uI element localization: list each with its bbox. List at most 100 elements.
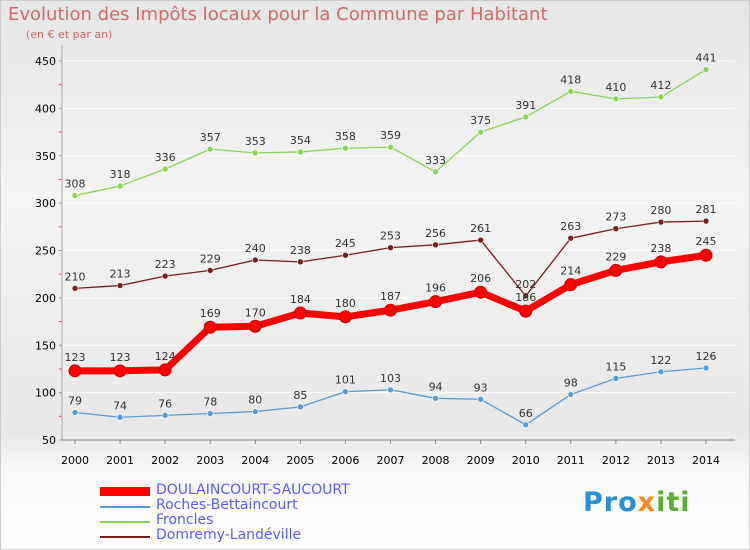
data-point [251,256,259,264]
data-label: 229 [200,252,221,265]
x-tick-label: 2009 [467,454,495,467]
data-label: 74 [113,399,127,412]
y-tick-label: 200 [35,292,56,305]
data-point [116,182,124,190]
data-point [161,412,169,419]
data-point [432,241,439,249]
legend-label: Roches-Bettaincourt [156,497,298,513]
chart-subtitle: (en € et par an) [26,28,113,41]
data-label: 354 [290,134,311,147]
data-point [342,251,349,259]
legend-label: Domremy-Landéville [156,527,302,543]
data-point [251,149,259,157]
data-label: 280 [650,204,671,217]
data-label: 441 [696,52,717,65]
chart-title: Evolution des Impôts locaux pour la Comm… [8,4,548,25]
y-tick-label: 350 [35,150,56,163]
legend-swatch [100,520,150,523]
data-point [342,144,349,152]
x-tick-label: 2002 [151,454,179,467]
y-tick-label: 100 [35,387,56,400]
data-point [203,320,217,334]
data-point [387,143,394,151]
data-point [519,304,533,318]
data-label: 79 [68,395,82,408]
data-label: 85 [293,389,307,402]
data-label: 256 [425,227,446,240]
data-point [702,66,710,73]
data-point [161,272,169,280]
data-label: 210 [65,270,86,283]
x-tick-label: 2014 [692,454,720,467]
data-label: 336 [155,151,176,164]
data-label: 229 [605,250,626,263]
data-point [206,267,214,274]
x-tick-label: 2003 [196,454,224,467]
data-point [564,278,578,292]
data-point [71,192,79,199]
x-tick-label: 2001 [106,454,134,467]
data-label: 115 [605,360,626,373]
data-label: 122 [650,354,671,367]
data-point [297,258,304,266]
data-label: 98 [564,377,578,390]
data-label: 202 [515,278,536,291]
legend-swatch [100,535,150,538]
data-label: 206 [470,272,491,285]
data-point [293,306,307,320]
data-point [297,403,304,411]
data-point [522,421,530,429]
data-point [384,303,397,317]
data-label: 359 [380,129,401,142]
x-tick-label: 2007 [377,454,405,467]
data-point [609,263,623,277]
data-label: 410 [605,81,626,94]
data-label: 94 [429,380,443,393]
data-point [654,255,668,269]
data-point [338,310,352,324]
data-point [522,113,530,121]
data-point [297,148,304,156]
y-tick-label: 400 [35,102,56,115]
data-label: 238 [290,244,311,257]
data-point [116,282,124,289]
data-label: 253 [380,230,401,243]
data-point [567,391,575,398]
data-point [432,168,439,176]
data-label: 170 [245,306,266,319]
y-tick-label: 250 [35,245,56,258]
data-point [477,236,484,244]
data-point [387,386,394,394]
data-point [248,319,262,333]
data-label: 214 [560,265,581,278]
data-label: 358 [335,130,356,143]
data-point [251,408,259,415]
data-label: 80 [248,394,262,407]
data-label: 76 [158,397,172,410]
data-label: 180 [335,297,356,310]
data-point [71,285,79,292]
data-point [206,145,214,153]
data-label: 66 [519,407,533,420]
data-label: 263 [560,220,581,233]
data-point [477,395,484,403]
data-label: 357 [200,131,221,144]
data-point [71,409,79,416]
data-point [702,217,710,225]
x-tick-label: 2000 [61,454,89,467]
data-point [522,292,530,300]
data-label: 78 [203,395,217,408]
data-label: 333 [425,154,446,167]
proxiti-logo: Proxiti [583,487,691,518]
y-tick-label: 50 [42,434,56,447]
logo-part-2: x [637,487,657,518]
data-label: 261 [470,222,491,235]
data-label: 184 [290,293,311,306]
data-point [432,395,439,402]
data-label: 273 [605,211,626,224]
data-point [158,363,172,377]
data-point [657,218,665,226]
data-point [567,234,575,242]
x-tick-label: 2013 [647,454,675,467]
data-point [474,285,488,299]
